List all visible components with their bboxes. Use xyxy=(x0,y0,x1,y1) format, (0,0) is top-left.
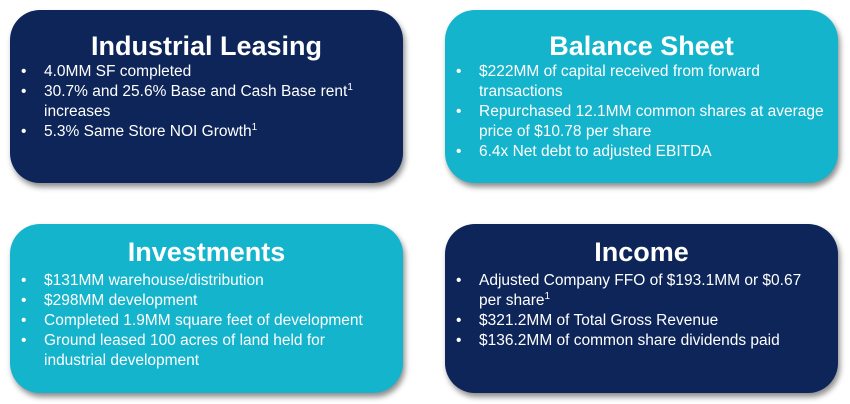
industrial-leasing-card: Industrial Leasing • 4.0MM SF completed … xyxy=(10,10,403,183)
bullet-text: Ground leased 100 acres of land held for… xyxy=(44,332,325,369)
bullet-icon: • xyxy=(456,103,462,120)
bullet-text: $131MM warehouse/distribution xyxy=(44,272,264,289)
bullet-text: 5.3% Same Store NOI Growth xyxy=(44,123,252,140)
list-item: • Adjusted Company FFO of $193.1MM or $0… xyxy=(456,271,824,311)
industrial-leasing-list: • 4.0MM SF completed • 30.7% and 25.6% B… xyxy=(21,62,384,142)
list-item: • $222MM of capital received from forward… xyxy=(456,62,824,102)
bullet-text: 4.0MM SF completed xyxy=(44,63,192,80)
bullet-icon: • xyxy=(21,292,27,309)
investments-title: Investments xyxy=(127,237,286,267)
bullet-text: Completed 1.9MM square feet of developme… xyxy=(44,312,363,329)
footnote-marker: 1 xyxy=(544,290,551,302)
balance-sheet-card: Balance Sheet • $222MM of capital receive… xyxy=(445,10,838,183)
list-item: • Ground leased 100 acres of land held f… xyxy=(21,331,389,371)
bullet-icon: • xyxy=(21,123,27,140)
bullet-text: Adjusted Company FFO of $193.1MM or $0.6… xyxy=(479,272,802,309)
footnote-marker: 1 xyxy=(251,121,258,133)
bullet-text: 6.4x Net debt to adjusted EBITDA xyxy=(479,143,712,160)
list-item: • 5.3% Same Store NOI Growth1 xyxy=(21,121,384,142)
bullet-text: $222MM of capital received from forward … xyxy=(479,63,760,100)
income-card: Income • Adjusted Company FFO of $193.1M… xyxy=(445,224,838,393)
bullet-text: $321.2MM of Total Gross Revenue xyxy=(479,312,719,329)
balance-sheet-title: Balance Sheet xyxy=(549,31,734,61)
balance-sheet-list: • $222MM of capital received from forward… xyxy=(456,62,824,162)
investments-card: Investments • $131MM warehouse/distribut… xyxy=(10,224,403,393)
bullet-icon: • xyxy=(456,63,462,80)
bullet-icon: • xyxy=(21,272,27,289)
bullet-text: 30.7% and 25.6% Base and Cash Base rent xyxy=(44,83,348,100)
industrial-leasing-title: Industrial Leasing xyxy=(90,31,323,61)
bullet-text-continued: increases xyxy=(44,103,111,120)
footnote-marker: 1 xyxy=(347,81,353,93)
bullet-icon: • xyxy=(456,312,462,329)
list-item: • 4.0MM SF completed xyxy=(21,62,384,82)
bullet-icon: • xyxy=(456,332,462,349)
list-item: • $298MM development xyxy=(21,291,389,311)
list-item: • $321.2MM of Total Gross Revenue xyxy=(456,311,824,331)
income-title: Income xyxy=(594,237,689,267)
bullet-text: Repurchased 12.1MM common shares at aver… xyxy=(479,103,824,140)
bullet-icon: • xyxy=(456,272,462,289)
income-list: • Adjusted Company FFO of $193.1MM or $0… xyxy=(456,271,824,351)
list-item: • 6.4x Net debt to adjusted EBITDA xyxy=(456,142,824,162)
investments-list: • $131MM warehouse/distribution • $298MM… xyxy=(21,271,389,371)
bullet-icon: • xyxy=(456,143,462,160)
bullet-icon: • xyxy=(21,83,27,100)
bullet-text: $298MM development xyxy=(44,292,198,309)
bullet-icon: • xyxy=(21,332,27,349)
list-item: • Completed 1.9MM square feet of develop… xyxy=(21,311,389,331)
list-item: • Repurchased 12.1MM common shares at ave… xyxy=(456,102,824,142)
list-item: • $131MM warehouse/distribution xyxy=(21,271,389,291)
list-item: • 30.7% and 25.6% Base and Cash Base ren… xyxy=(21,81,384,122)
bullet-icon: • xyxy=(21,63,27,80)
list-item: • $136.2MM of common share dividends pai… xyxy=(456,331,824,351)
bullet-text: $136.2MM of common share dividends paid xyxy=(479,332,780,349)
bullet-icon: • xyxy=(21,312,27,329)
